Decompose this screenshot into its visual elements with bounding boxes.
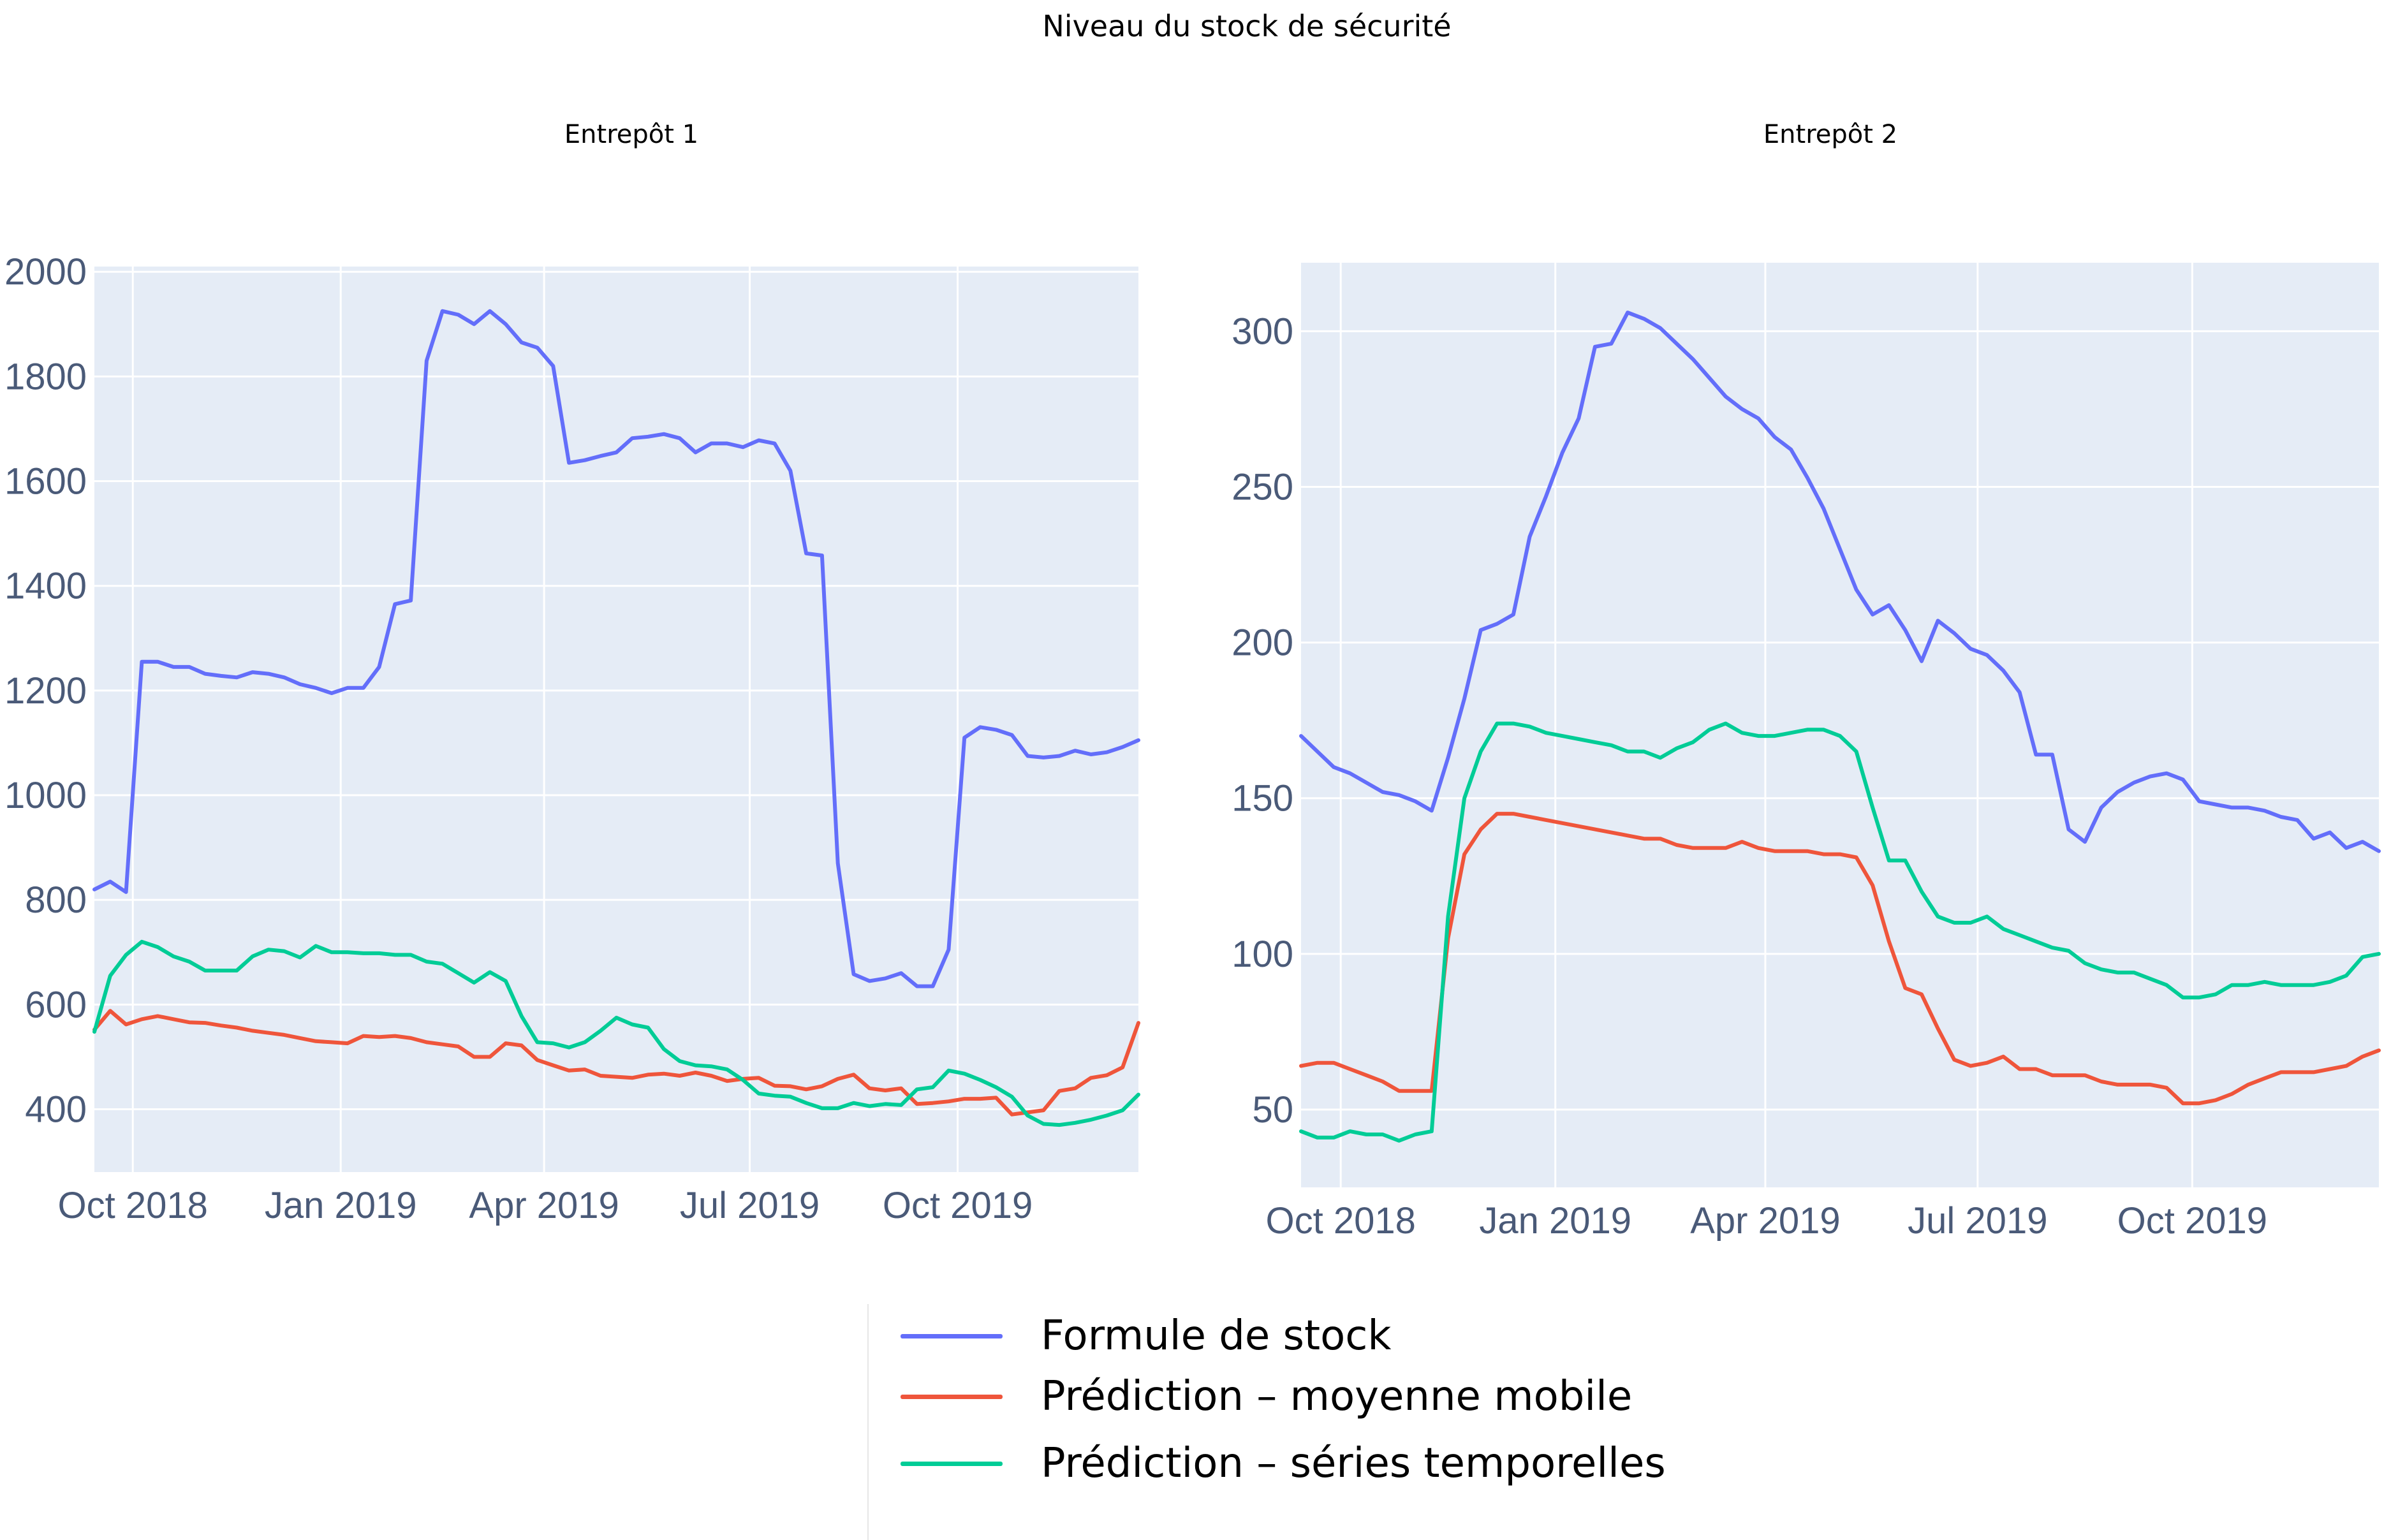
x-tick-label: Oct 2018 xyxy=(58,1185,208,1226)
legend-swatch-red xyxy=(901,1394,1003,1399)
x-tick-label: Apr 2019 xyxy=(469,1185,619,1226)
legend-item-moyenne-mobile: Prédiction – moyenne mobile xyxy=(901,1365,1632,1428)
chart-subtitle-entrepot-2: Entrepôt 2 xyxy=(1763,120,1898,149)
legend-label: Formule de stock xyxy=(1041,1312,1392,1360)
y-tick-label: 1400 xyxy=(4,566,87,607)
series-line-formule xyxy=(92,309,1140,988)
y-tick-label: 1200 xyxy=(4,670,87,712)
series-line-moyenne-mobile xyxy=(92,1009,1140,1117)
y-tick-label: 100 xyxy=(1232,934,1293,975)
y-tick-label: 1800 xyxy=(4,356,87,397)
legend: Formule de stock Prédiction – moyenne mo… xyxy=(867,1304,1666,1540)
series-line-moyenne-mobile xyxy=(1299,812,2381,1106)
legend-item-series-temporelles: Prédiction – séries temporelles xyxy=(901,1432,1666,1495)
legend-swatch-green xyxy=(901,1461,1003,1466)
y-tick-label: 250 xyxy=(1232,467,1293,508)
x-tick-label: Jul 2019 xyxy=(1908,1200,2047,1242)
legend-label: Prédiction – moyenne mobile xyxy=(1041,1373,1633,1420)
y-tick-label: 600 xyxy=(25,984,87,1025)
legend-item-formule: Formule de stock xyxy=(901,1304,1391,1368)
y-tick-label: 150 xyxy=(1232,778,1293,819)
page-title: Niveau du stock de sécurité xyxy=(1042,9,1452,43)
y-tick-label: 1600 xyxy=(4,461,87,502)
y-tick-label: 1000 xyxy=(4,775,87,816)
chart-subtitle-entrepot-1: Entrepôt 1 xyxy=(564,120,699,149)
legend-label: Prédiction – séries temporelles xyxy=(1041,1440,1666,1487)
plot-area xyxy=(1301,263,2379,1187)
x-tick-label: Jan 2019 xyxy=(265,1185,417,1226)
series-line-series-temporelles xyxy=(1299,721,2381,1143)
x-tick-label: Apr 2019 xyxy=(1690,1200,1840,1242)
series-line-formule xyxy=(1299,311,2381,853)
x-tick-label: Oct 2019 xyxy=(883,1185,1033,1226)
y-tick-label: 400 xyxy=(25,1089,87,1131)
chart-entrepot-2: 50 100 150 200 250 300 Oct 2018 Jan 2019 Apr 201… xyxy=(1232,263,2381,1242)
y-tick-label: 200 xyxy=(1232,622,1293,664)
series-line-series-temporelles xyxy=(92,939,1140,1127)
legend-swatch-blue xyxy=(901,1333,1003,1338)
chart-entrepot-1: 400 600 800 1000 1200 1400 1600 1800 2000 Oct 201… xyxy=(4,251,1140,1226)
x-tick-label: Jul 2019 xyxy=(680,1185,820,1226)
y-tick-label: 2000 xyxy=(4,251,87,293)
y-tick-label: 800 xyxy=(25,879,87,921)
x-tick-label: Oct 2019 xyxy=(2117,1200,2267,1242)
x-tick-label: Jan 2019 xyxy=(1479,1200,1631,1242)
plot-area xyxy=(94,267,1138,1172)
y-tick-label: 50 xyxy=(1252,1089,1293,1131)
y-tick-label: 300 xyxy=(1232,311,1293,352)
x-tick-label: Oct 2018 xyxy=(1265,1200,1415,1242)
